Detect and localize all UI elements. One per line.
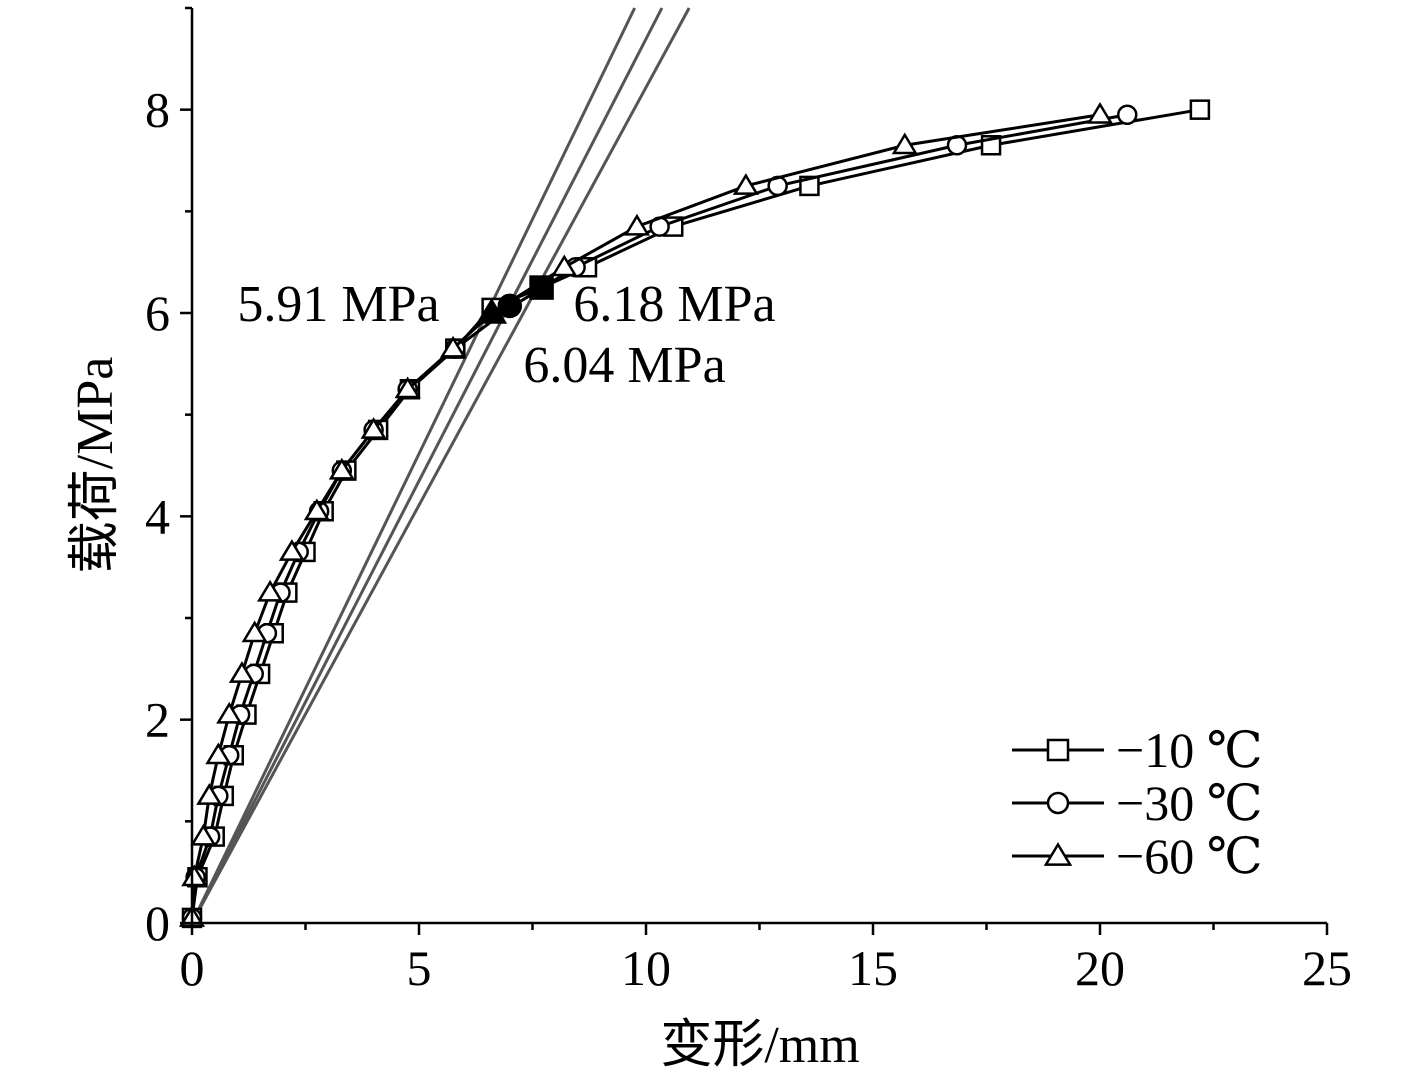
legend-entry: −10 ℃ [1012, 722, 1263, 778]
series-layer [178, 99, 1211, 929]
point-triangle [303, 498, 330, 521]
x-tick-label: 25 [1302, 940, 1352, 996]
highlight-point-square [529, 275, 554, 300]
tangent-line-3 [190, 7, 691, 924]
x-tick-label: 5 [407, 940, 432, 996]
x-tick-label: 10 [621, 940, 671, 996]
point-triangle [394, 376, 421, 399]
tangent-lines [190, 7, 691, 924]
value-annotation: 5.91 MPa [237, 276, 439, 333]
point-triangle [1086, 101, 1114, 124]
point-triangle [278, 539, 305, 561]
legend-entry: −60 ℃ [1012, 828, 1263, 884]
point-square [799, 175, 820, 197]
legend-label: −10 ℃ [1116, 722, 1263, 778]
point-triangle [228, 661, 256, 683]
y-tick-label: 4 [145, 488, 170, 544]
point-triangle [257, 579, 284, 602]
highlight-point-triangle [476, 297, 508, 324]
legend-marker-triangle [1043, 842, 1073, 866]
point-triangle [551, 254, 578, 277]
legend-marker-square [1046, 738, 1070, 762]
point-square [1189, 99, 1211, 120]
x-ticks: 0 5 10 15 20 25 [180, 923, 1352, 996]
legend-marker-circle [1046, 791, 1070, 815]
value-annotation: 6.18 MPa [573, 276, 775, 333]
legend-entry: −30 ℃ [1012, 775, 1263, 831]
y-tick-label: 2 [145, 692, 170, 748]
y-ticks: 0 2 4 6 8 [145, 6, 192, 951]
legend-label: −30 ℃ [1116, 775, 1263, 831]
series-line-square [190, 108, 1201, 919]
legend-label: −60 ℃ [1116, 828, 1263, 884]
series-triangle [178, 101, 1114, 927]
point-triangle [732, 173, 759, 195]
point-triangle [241, 620, 268, 643]
point-triangle [891, 132, 918, 155]
highlight-points [476, 275, 554, 324]
x-tick-label: 0 [180, 940, 205, 996]
point-circle [1116, 104, 1138, 125]
tangent-line-1 [190, 7, 637, 924]
point-triangle [439, 335, 467, 358]
x-tick-label: 20 [1075, 940, 1125, 996]
point-triangle [328, 457, 355, 480]
y-tick-label: 6 [145, 285, 170, 341]
y-axis-title: 载荷/MPa [67, 357, 124, 574]
tangent-line-2 [190, 7, 664, 924]
value-annotation: 6.04 MPa [523, 337, 725, 394]
point-triangle [360, 417, 387, 439]
y-tick-label: 8 [145, 82, 170, 138]
y-tick-label: 0 [145, 895, 170, 951]
legend: −10 ℃−30 ℃−60 ℃ [1012, 722, 1263, 884]
point-triangle [205, 742, 232, 765]
x-tick-label: 15 [848, 940, 898, 996]
point-triangle [623, 213, 650, 236]
point-triangle [190, 823, 217, 846]
x-axis-title: 变形/mm [660, 1017, 859, 1074]
point-triangle [196, 783, 223, 805]
point-triangle [181, 864, 208, 887]
highlight-point-circle [497, 293, 523, 319]
point-triangle [216, 701, 243, 724]
